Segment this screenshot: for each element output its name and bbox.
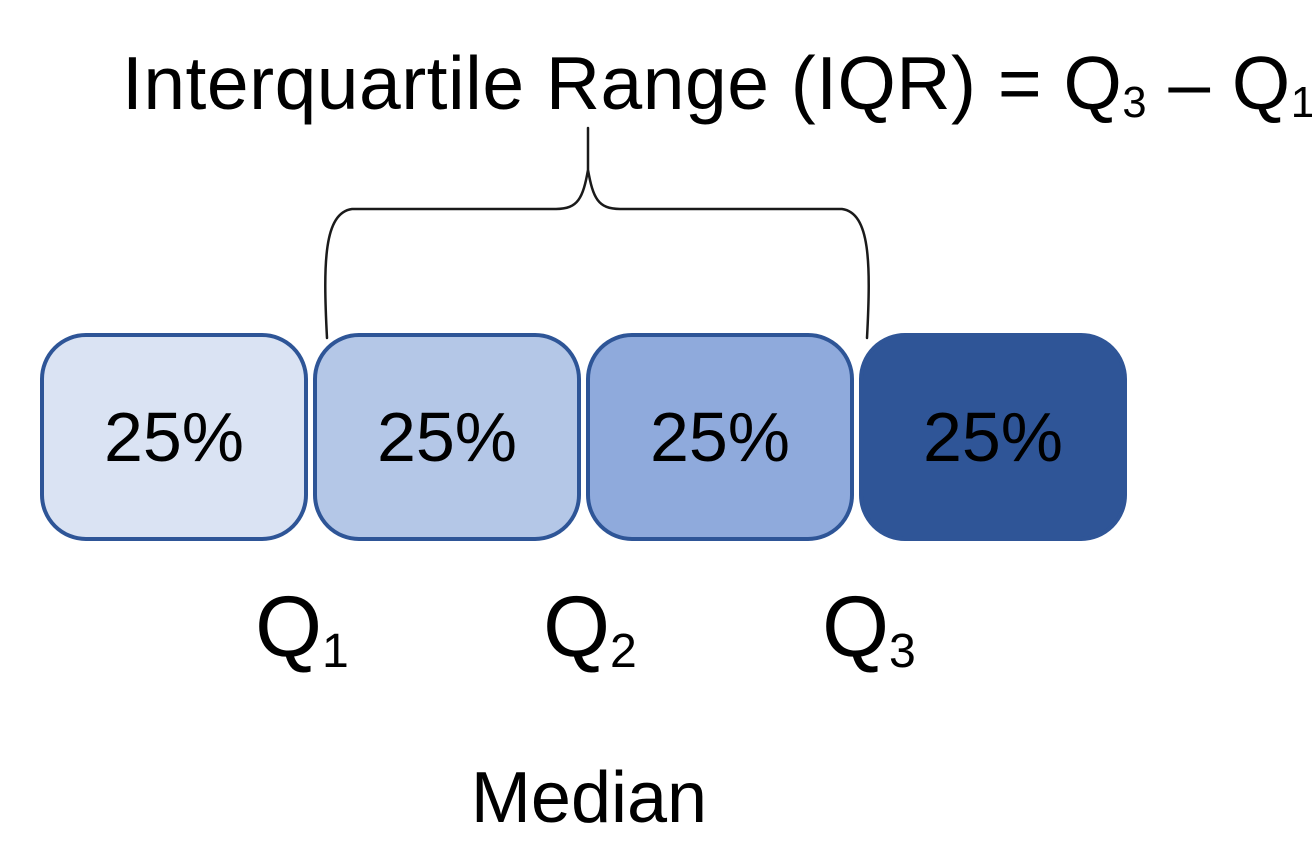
median-label: Median — [470, 758, 708, 838]
quartile-marker-q1: Q1 — [255, 584, 349, 675]
brace-path — [324, 126, 870, 340]
quartile-box-2: 25% — [313, 333, 581, 541]
page-title: Interquartile Range (IQR) = Q3 – Q1 — [122, 46, 1312, 125]
title-subscript-3: 3 — [1122, 78, 1148, 127]
q1-subscript: 1 — [322, 623, 349, 678]
percent-label: 25% — [376, 398, 518, 476]
title-subscript-1: 1 — [1290, 78, 1312, 127]
percent-label: 25% — [922, 398, 1064, 476]
title-text: Interquartile Range (IQR) = Q — [122, 41, 1123, 125]
quartile-box-4: 25% — [859, 333, 1127, 541]
q2-base: Q — [543, 579, 611, 675]
quartile-box-3: 25% — [586, 333, 854, 541]
q2-subscript: 2 — [610, 623, 637, 678]
quartile-box-1: 25% — [40, 333, 308, 541]
q3-base: Q — [822, 579, 890, 675]
percent-label: 25% — [649, 398, 791, 476]
quartile-marker-q3: Q3 — [822, 584, 916, 675]
title-text-infix: – Q — [1147, 41, 1291, 125]
q3-subscript: 3 — [889, 623, 916, 678]
quartile-boxes-row: 25% 25% 25% 25% — [40, 333, 1127, 541]
percent-label: 25% — [103, 398, 245, 476]
quartile-marker-q2: Q2 — [543, 584, 637, 675]
q1-base: Q — [255, 579, 323, 675]
